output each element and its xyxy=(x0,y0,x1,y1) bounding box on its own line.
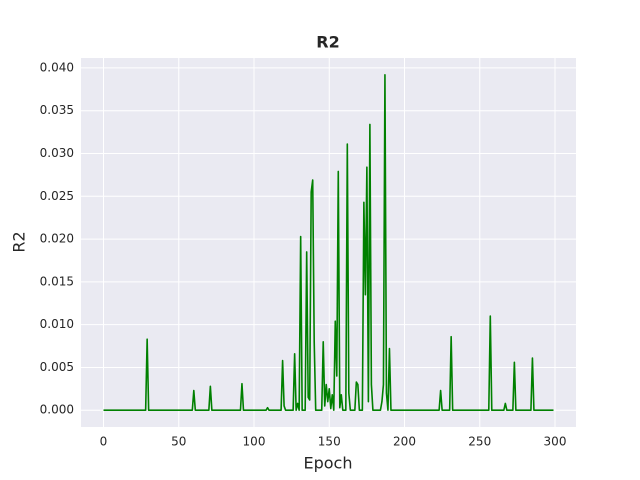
x-tick-label: 150 xyxy=(318,435,341,449)
y-tick-label: 0.000 xyxy=(40,403,74,417)
x-tick-label: 0 xyxy=(100,435,108,449)
y-tick-label: 0.035 xyxy=(40,103,74,117)
x-tick-label: 50 xyxy=(171,435,186,449)
x-tick-label: 100 xyxy=(243,435,266,449)
line xyxy=(103,73,554,412)
y-tick-label: 0.010 xyxy=(40,317,74,331)
y-tick-label: 0.030 xyxy=(40,146,74,160)
y-tick-label: 0.040 xyxy=(40,60,74,74)
y-tick-label: 0.005 xyxy=(40,360,74,374)
y-tick-label: 0.025 xyxy=(40,189,74,203)
x-tick-label: 250 xyxy=(468,435,491,449)
y-axis-label: R2 xyxy=(10,231,29,252)
x-axis-label: Epoch xyxy=(304,454,353,473)
y-tick-label: 0.020 xyxy=(40,232,74,246)
plot-area xyxy=(81,58,576,427)
y-tick-label: 0.015 xyxy=(40,274,74,288)
chart-title: R2 xyxy=(316,33,339,52)
x-tick-label: 300 xyxy=(544,435,567,449)
x-tick-label: 200 xyxy=(393,435,416,449)
